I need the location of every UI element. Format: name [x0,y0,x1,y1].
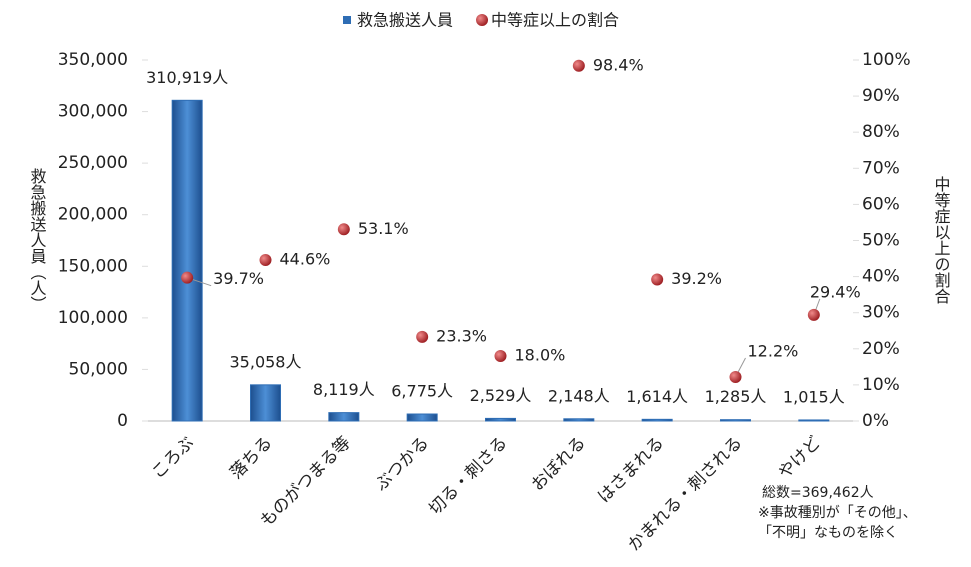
dot-value-label: 44.6% [280,249,331,268]
dot-value-label: 12.2% [748,341,799,360]
bar-value-label: 1,614人 [626,387,688,406]
bar [250,384,281,422]
bar [720,419,751,422]
y-tick-label: 250,000 [58,153,128,173]
y-tick-label: 100,000 [58,308,128,328]
y2-tick-label: 0% [862,411,889,431]
x-tick-label: はさまれる [594,433,668,507]
dot [259,253,272,266]
bar [328,412,360,422]
bar-value-label: 1,015人 [783,387,845,406]
dot [337,223,350,236]
bar [563,418,595,422]
y2-tick-label: 100% [862,50,911,70]
y2-tick-label: 90% [862,86,900,106]
x-tick-label: 切る・刺さる [425,433,511,519]
y-tick-label: 50,000 [69,359,128,379]
bar-value-label: 2,529人 [470,386,532,405]
dot [807,308,820,321]
x-tick-label: おぼれる [528,433,590,495]
y-axis-title: 救急搬送人員（人） [28,168,47,312]
y-tick-label: 200,000 [58,205,128,225]
dot-value-label: 29.4% [810,282,861,301]
x-tick-label: ぶつかる [371,433,433,495]
dot [416,330,429,343]
y2-tick-label: 40% [862,267,900,287]
bar-value-label: 310,919人 [146,68,228,87]
dot [181,271,194,284]
bar-value-label: 8,119人 [313,380,375,399]
y-tick-label: 0 [117,411,128,431]
legend-marker [343,16,351,24]
y2-tick-label: 30% [862,303,900,323]
note: ※事故種別が「その他」、 [758,505,917,521]
dot [572,59,585,72]
dot-value-label: 39.7% [213,269,264,288]
bar [406,413,438,422]
dot-value-label: 18.0% [515,346,566,365]
y2-tick-label: 20% [862,339,900,359]
y2-tick-label: 10% [862,375,900,395]
bar-value-label: 2,148人 [548,386,610,405]
y-tick-label: 300,000 [58,102,128,122]
dot-value-label: 98.4% [593,55,644,74]
x-tick-label: ころぶ [148,433,198,483]
x-tick-label: 落ちる [226,433,276,483]
legend-label: 中等症以上の割合 [491,11,619,30]
bar-value-label: 6,775人 [391,382,453,401]
y-tick-label: 150,000 [58,256,128,276]
bar [798,419,830,422]
y2-tick-label: 70% [862,158,900,178]
dot [494,350,507,363]
bar [641,418,673,422]
note: 「不明」なものを除く [758,525,898,541]
note: 総数=369,462人 [762,485,874,501]
y-tick-label: 350,000 [58,50,128,70]
legend-label: 救急搬送人員 [357,11,453,30]
x-tick-label: やけど [775,433,825,483]
dot-value-label: 39.2% [671,269,722,288]
dot [651,273,664,286]
y2-tick-label: 60% [862,194,900,214]
bar [171,99,203,422]
bar-value-label: 1,285人 [705,387,767,406]
y2-axis-title: 中等症以上の割合 [932,176,951,304]
dot [729,370,742,383]
dot-value-label: 23.3% [436,326,487,345]
y2-tick-label: 50% [862,231,900,251]
bar-value-label: 35,058人 [230,352,302,371]
bar [485,417,516,422]
y2-tick-label: 80% [862,122,900,142]
legend-marker [476,14,489,26]
dot-value-label: 53.1% [358,219,409,238]
